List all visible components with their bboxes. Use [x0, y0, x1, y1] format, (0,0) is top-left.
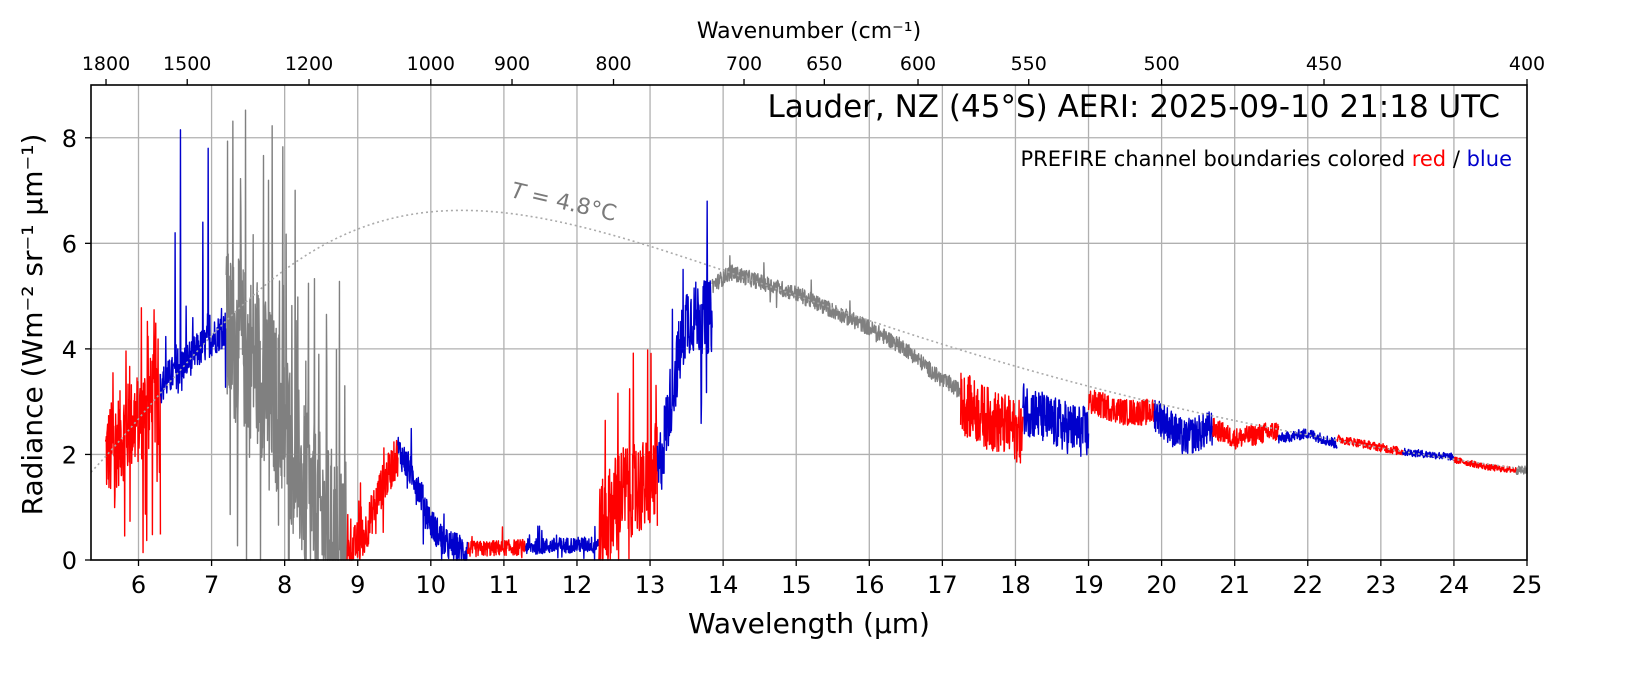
x-tick-label: 12	[562, 571, 593, 599]
plot-area	[90, 109, 1528, 561]
x-tick-label: 10	[416, 571, 447, 599]
x-tick-label: 13	[635, 571, 666, 599]
top-tick-label: 400	[1509, 53, 1545, 75]
x-tick-label: 16	[854, 571, 885, 599]
y-tick-label: 8	[62, 125, 77, 153]
top-tick-label: 1500	[163, 53, 211, 75]
series-line-segment-17	[1336, 434, 1404, 456]
planck-curve	[90, 209, 1528, 473]
top-tick-label: 450	[1306, 53, 1342, 75]
series-line-segment-15	[1212, 417, 1280, 450]
x-tick-label: 6	[131, 571, 146, 599]
chart-subtitle: PREFIRE channel boundaries colored red /…	[1020, 147, 1512, 171]
series-line-segment-6	[466, 526, 527, 559]
x-tick-label: 9	[350, 571, 365, 599]
series-line-segment-3	[225, 109, 348, 561]
series-line-segment-5	[397, 427, 469, 561]
x-tick-label: 14	[708, 571, 739, 599]
top-tick-label: 700	[726, 53, 762, 75]
x-tick-label: 23	[1366, 571, 1397, 599]
top-tick-label: 550	[1011, 53, 1047, 75]
top-tick-label: 600	[900, 53, 936, 75]
x-tick-label: 20	[1146, 571, 1177, 599]
x-tick-label: 18	[1000, 571, 1031, 599]
series-line-segment-16	[1277, 428, 1338, 449]
y-tick-label: 0	[62, 547, 77, 575]
plot-frame	[90, 84, 1528, 561]
series-line-segment-11	[959, 372, 1024, 464]
series-line-segment-20	[1515, 465, 1528, 476]
y-axis-title: Radiance (Wm⁻² sr⁻¹ µm⁻¹)	[16, 134, 49, 516]
subtitle-blue-word: blue	[1467, 147, 1512, 171]
x-tick-label: 7	[204, 571, 219, 599]
top-tick-label: 900	[494, 53, 530, 75]
y-tick-label: 4	[62, 336, 77, 364]
series-line-segment-14	[1153, 399, 1214, 455]
x-tick-label: 25	[1512, 571, 1543, 599]
series-layer	[104, 109, 1528, 561]
series-line-segment-19	[1453, 456, 1517, 473]
series-line-segment-10	[711, 255, 962, 398]
x-tick-label: 24	[1439, 571, 1470, 599]
series-line-segment-18	[1402, 447, 1455, 461]
series-line-segment-4	[346, 439, 399, 561]
top-tick-label: 500	[1143, 53, 1179, 75]
top-tick-label: 650	[806, 53, 842, 75]
series-line-segment-1	[104, 307, 162, 554]
planck-label-rest: = 4.8°C	[522, 182, 619, 227]
x-tick-label: 19	[1073, 571, 1104, 599]
chart-title: Lauder, NZ (45°S) AERI: 2025-09-10 21:18…	[768, 89, 1501, 125]
y-tick-label: 6	[62, 230, 77, 258]
top-tick-label: 800	[595, 53, 631, 75]
x-tick-label: 8	[277, 571, 292, 599]
x-tick-label: 17	[927, 571, 958, 599]
x-tick-label: 15	[781, 571, 812, 599]
x-tick-label: 22	[1292, 571, 1323, 599]
series-line-segment-13	[1087, 389, 1155, 426]
grid-lines	[91, 85, 1528, 561]
subtitle-separator: /	[1446, 147, 1466, 171]
x-tick-label: 21	[1219, 571, 1250, 599]
series-line-segment-12	[1022, 383, 1090, 457]
series-line-segment-8	[598, 349, 659, 561]
x-axis-title: Wavelength (µm)	[688, 607, 930, 640]
series-line-segment-2	[159, 129, 227, 404]
y-axis-ticks: 0 2 4 6 8	[62, 125, 91, 575]
subtitle-red-word: red	[1412, 147, 1446, 171]
x-axis-ticks: 6 7 8 9 10 11 12 13 14 15 16 17 18 19 20 21 22 23 24 25	[131, 560, 1542, 599]
top-axis-ticks: 1800 1500 1200 1000 900 800 700 650 600 550 500 450…	[82, 53, 1545, 85]
y-tick-label: 2	[62, 441, 77, 469]
top-tick-label: 1000	[407, 53, 455, 75]
planck-curve-label: T = 4.8°C	[509, 178, 619, 226]
subtitle-prefix: PREFIRE channel boundaries colored	[1020, 147, 1411, 171]
top-tick-label: 1800	[82, 53, 130, 75]
top-axis-title: Wavenumber (cm⁻¹)	[697, 19, 921, 44]
series-line-segment-7	[525, 525, 600, 561]
top-tick-label: 1200	[285, 53, 333, 75]
x-tick-label: 11	[489, 571, 520, 599]
series-line-segment-9	[656, 200, 713, 490]
